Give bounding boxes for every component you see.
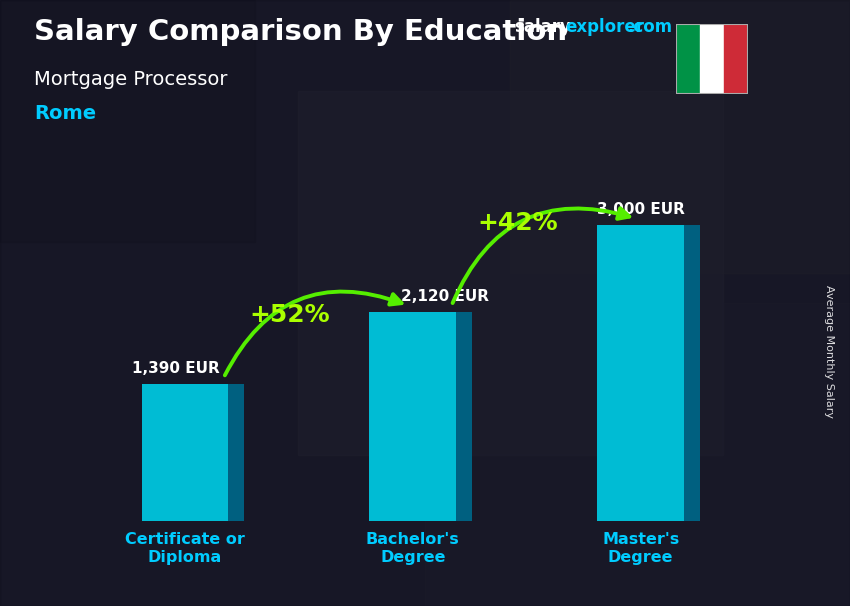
Text: 1,390 EUR: 1,390 EUR — [133, 361, 220, 376]
Text: explorer: explorer — [565, 18, 644, 36]
Bar — [298, 91, 722, 454]
Text: 3,000 EUR: 3,000 EUR — [598, 202, 685, 216]
Bar — [425, 303, 850, 606]
Bar — [724, 24, 748, 94]
Bar — [676, 24, 700, 94]
Polygon shape — [228, 384, 244, 521]
Text: .com: .com — [627, 18, 672, 36]
Text: 2,120 EUR: 2,120 EUR — [401, 288, 490, 304]
Text: Mortgage Processor: Mortgage Processor — [34, 70, 228, 88]
Bar — [370, 311, 456, 521]
Bar — [700, 24, 724, 94]
Text: Rome: Rome — [34, 104, 96, 123]
Polygon shape — [456, 311, 472, 521]
Text: +42%: +42% — [478, 210, 558, 235]
Bar — [598, 225, 684, 521]
Text: +52%: +52% — [249, 302, 330, 327]
Text: Salary Comparison By Education: Salary Comparison By Education — [34, 18, 567, 46]
Bar — [0, 0, 255, 242]
Bar — [142, 384, 228, 521]
Text: Average Monthly Salary: Average Monthly Salary — [824, 285, 834, 418]
Bar — [510, 0, 850, 273]
Text: salary: salary — [514, 18, 571, 36]
Polygon shape — [684, 225, 700, 521]
